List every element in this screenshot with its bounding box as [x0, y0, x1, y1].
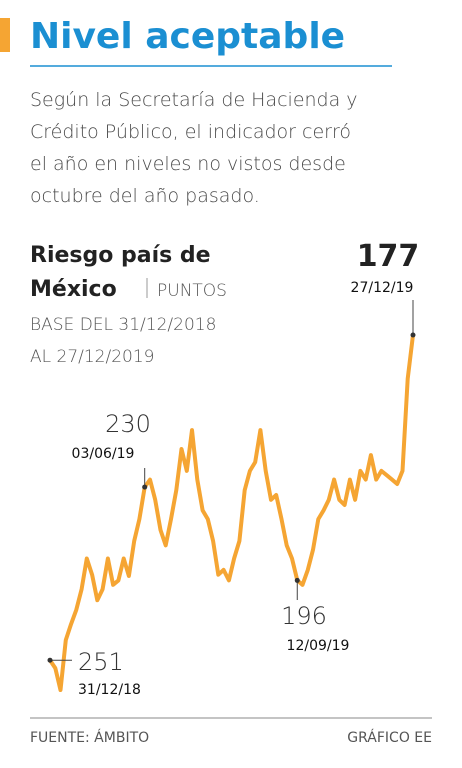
annotation-dot [142, 484, 148, 490]
accent-bar [0, 18, 10, 52]
annotation-value: 177 [357, 239, 420, 274]
description-line: Crédito Público, el indicador cerró [30, 121, 351, 143]
title: Nivel aceptable [30, 16, 345, 57]
annotation-dot [410, 332, 416, 338]
chart-title: Riesgo país de [30, 243, 211, 268]
description-line: Según la Secretaría de Hacienda y [30, 89, 358, 111]
annotation-date: 27/12/19 [351, 280, 414, 296]
source: FUENTE: ÁMBITO [30, 729, 149, 746]
annotation-date: 31/12/18 [78, 682, 141, 698]
annotation-dot [294, 577, 300, 583]
annotation-value: 196 [281, 602, 327, 630]
description-line: el año en niveles no vistos desde [30, 153, 346, 175]
data-line [48, 334, 415, 692]
annotation-value: 251 [78, 648, 124, 676]
annotation-dot [47, 657, 53, 663]
period: BASE DEL 31/12/2018 [30, 315, 216, 335]
credit: GRÁFICO EE [347, 729, 432, 746]
annotation-date: 03/06/19 [72, 446, 135, 462]
annotation-value: 230 [105, 410, 151, 438]
annotation-date: 12/09/19 [287, 638, 350, 654]
description-line: octubre del año pasado. [30, 185, 260, 207]
chart-title: México [30, 277, 117, 302]
unit: PUNTOS [157, 281, 227, 301]
period: AL 27/12/2019 [30, 347, 155, 367]
